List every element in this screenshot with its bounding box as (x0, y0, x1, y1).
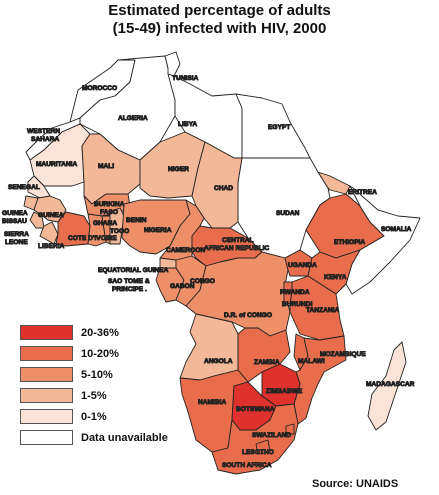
region-somalia (345, 185, 421, 295)
legend-swatch (20, 430, 73, 445)
label-gabon: GABON (170, 283, 195, 290)
region-egypt (235, 93, 311, 159)
source-credit: Source: UNAIDS (312, 478, 399, 490)
label-cote-divoire: COTE D'IVOIRE (68, 235, 117, 242)
legend-swatch (20, 388, 73, 403)
map-title: Estimated percentage of adults (15-49) i… (0, 2, 439, 38)
legend-label: Data unavailable (81, 431, 168, 444)
label-benin: BENIN (126, 217, 147, 224)
label-sierra-leone-2: LEONE (5, 239, 28, 246)
label-togo: TOGO (110, 228, 129, 235)
label-tanzania: TANZANIA (306, 307, 339, 314)
label-ghana: GHANA (93, 220, 117, 227)
label-guinea-bissau-2: BISSAU (2, 218, 27, 225)
label-car-2: AFRICAN REPUBLIC (204, 245, 269, 252)
region-benin (109, 207, 125, 245)
region-mali (81, 133, 141, 205)
label-mozambique: MOZAMBIQUE (320, 351, 366, 358)
label-burkina-1: BURKINA (94, 201, 125, 208)
label-zambia: ZAMBIA (254, 359, 280, 366)
label-malawi: MALAWI (298, 358, 325, 365)
label-ethiopia: ETHIOPIA (334, 239, 365, 246)
label-guinea: GUINEA (38, 212, 64, 219)
label-drc: D.R. of CONGO (224, 312, 272, 319)
legend-swatch (20, 325, 73, 340)
label-western-sahara-1: WESTERN (27, 128, 60, 135)
label-eritrea: ERITREA (348, 189, 377, 196)
legend-label: 1-5% (81, 389, 107, 402)
label-burundi: BURUNDI (282, 301, 313, 308)
map-title-line-2: (15-49) infected with HIV, 2000 (112, 20, 327, 37)
legend-label: 20-36% (81, 326, 119, 339)
label-cameroon: CAMEROON (166, 247, 205, 254)
label-angola: ANGOLA (204, 358, 233, 365)
label-rwanda: RWANDA (280, 289, 310, 296)
label-eq-guinea: EQUATORIAL GUINEA (98, 267, 169, 274)
label-sao-tome-1: SAO TOME & (108, 278, 150, 285)
region-lesotho (255, 439, 271, 455)
label-somalia: SOMALIA (381, 226, 412, 233)
label-senegal: SENEGAL (8, 184, 40, 191)
legend-label: 5-10% (81, 368, 113, 381)
legend-item: 1-5% (20, 385, 168, 406)
legend: 20-36% 10-20% 5-10% 1-5% 0-1% Data unava… (20, 322, 168, 448)
region-angola (179, 313, 239, 381)
region-sierra-leone (29, 211, 45, 229)
label-western-sahara-2: SAHARA (31, 136, 59, 143)
label-tunisia: TUNISIA (172, 75, 199, 82)
label-guinea-bissau-1: GUINEA (2, 210, 28, 217)
region-liberia (39, 221, 59, 245)
legend-item: 10-20% (20, 343, 168, 364)
legend-swatch (20, 367, 73, 382)
label-sierra-leone-1: SIERRA (4, 231, 29, 238)
label-botswana: BOTSWANA (236, 406, 275, 413)
label-morocco: MOROCCO (82, 85, 117, 92)
region-mozambique (293, 335, 347, 425)
legend-label: 0-1% (81, 410, 107, 423)
legend-swatch (20, 409, 73, 424)
label-mauritania: MAURITANIA (36, 161, 78, 168)
label-chad: CHAD (214, 185, 233, 192)
label-swaziland: SWAZILAND (252, 432, 291, 439)
label-sao-tome-2: PRINCIPE . (112, 286, 147, 293)
label-south-africa: SOUTH AFRICA (222, 462, 272, 469)
label-libya: LIBYA (178, 121, 197, 128)
region-swaziland (285, 423, 295, 435)
legend-item: 0-1% (20, 406, 168, 427)
label-lesotho: LESOTHO (242, 449, 274, 456)
label-car-1: CENTRAL (222, 237, 254, 244)
legend-label: 10-20% (81, 347, 119, 360)
label-congo: CONGO (190, 278, 215, 285)
label-algeria: ALGERIA (118, 115, 148, 122)
label-nigeria: NIGERIA (144, 227, 172, 234)
label-kenya: KENYA (324, 274, 347, 281)
legend-swatch (20, 346, 73, 361)
region-south-africa (211, 403, 299, 475)
map-title-line-1: Estimated percentage of adults (108, 2, 331, 19)
legend-item: 5-10% (20, 364, 168, 385)
label-burkina-2: FASO (100, 209, 118, 216)
label-niger: NIGER (168, 166, 189, 173)
label-sudan: SUDAN (276, 210, 300, 217)
label-namibia: NAMIBIA (198, 399, 226, 406)
label-zimbabwe: ZIMBABWE (266, 388, 303, 395)
label-madagascar: MADAGASCAR (366, 381, 415, 388)
region-madagascar (367, 341, 407, 431)
label-uganda: UGANDA (288, 262, 317, 269)
label-liberia: LIBERIA (38, 243, 65, 250)
legend-item: Data unavailable (20, 427, 168, 448)
label-mali: MALI (98, 163, 114, 170)
label-egypt: EGYPT (268, 124, 290, 131)
legend-item: 20-36% (20, 322, 168, 343)
